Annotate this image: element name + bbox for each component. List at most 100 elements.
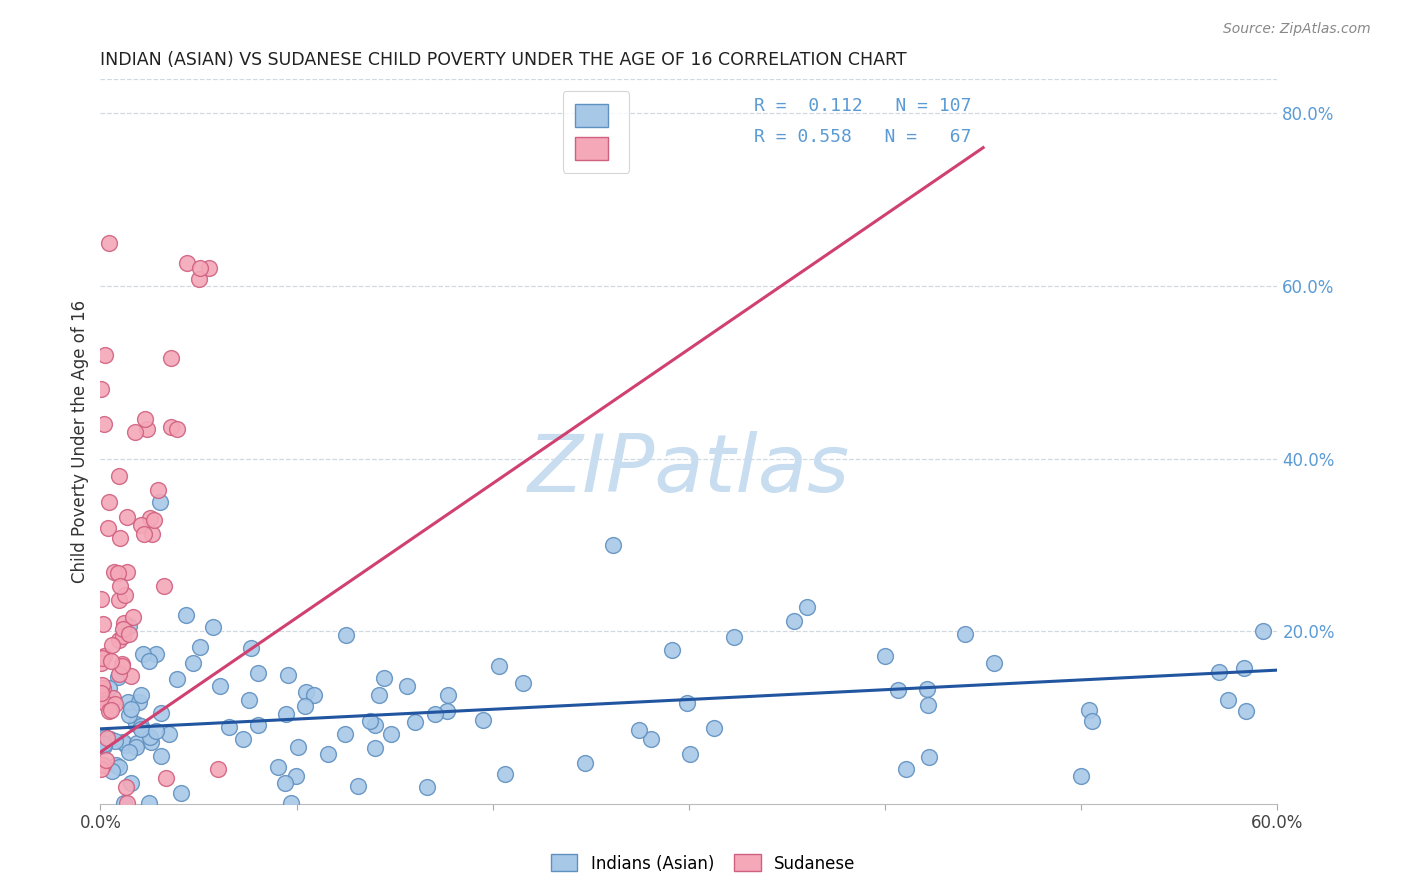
- Point: [122, 609, 145, 624]
- Point: [91, 651, 114, 665]
- Point: [128, 694, 150, 708]
- Point: [1218, 692, 1240, 706]
- Point: [380, 727, 402, 741]
- Point: [129, 719, 152, 733]
- Point: [108, 532, 131, 546]
- Point: [107, 566, 129, 581]
- Point: [423, 706, 446, 721]
- Point: [125, 740, 148, 755]
- Point: [875, 649, 897, 664]
- Point: [93, 739, 115, 753]
- Point: [294, 699, 316, 714]
- Point: [201, 620, 224, 634]
- Point: [93, 417, 115, 431]
- Point: [93, 730, 115, 744]
- Point: [100, 698, 122, 712]
- Point: [139, 735, 162, 749]
- Point: [983, 656, 1005, 670]
- Point: [118, 627, 141, 641]
- Point: [107, 670, 129, 684]
- Point: [145, 648, 167, 662]
- Point: [166, 672, 188, 686]
- Point: [120, 776, 142, 790]
- Point: [359, 714, 381, 728]
- Point: [117, 510, 139, 524]
- Point: [1233, 661, 1256, 675]
- Point: [115, 565, 138, 579]
- Point: [918, 749, 941, 764]
- Point: [108, 760, 131, 774]
- Point: [1234, 704, 1257, 718]
- Point: [90, 686, 112, 700]
- Point: [364, 741, 387, 756]
- Point: [111, 658, 134, 673]
- Point: [141, 527, 163, 541]
- Point: [1077, 703, 1099, 717]
- Point: [93, 616, 115, 631]
- Point: [368, 688, 391, 702]
- Point: [783, 614, 806, 628]
- Point: [93, 649, 115, 664]
- Point: [155, 771, 177, 785]
- Point: [232, 732, 254, 747]
- Point: [98, 495, 121, 509]
- Point: [118, 619, 141, 633]
- Point: [276, 707, 298, 722]
- Point: [114, 780, 136, 794]
- Point: [436, 704, 458, 718]
- Point: [93, 737, 115, 751]
- Legend: , : ,: [562, 91, 630, 173]
- Point: [149, 494, 172, 508]
- Point: [112, 629, 135, 643]
- Point: [396, 679, 419, 693]
- Point: [93, 691, 115, 706]
- Point: [134, 412, 156, 426]
- Point: [280, 796, 302, 810]
- Point: [111, 657, 134, 671]
- Point: [90, 762, 112, 776]
- Point: [136, 422, 159, 436]
- Point: [1070, 769, 1092, 783]
- Point: [181, 656, 204, 670]
- Point: [166, 422, 188, 436]
- Point: [404, 714, 426, 729]
- Point: [90, 383, 112, 397]
- Point: [125, 736, 148, 750]
- Point: [149, 748, 172, 763]
- Point: [416, 780, 439, 795]
- Point: [285, 769, 308, 783]
- Point: [188, 260, 211, 275]
- Point: [112, 616, 135, 631]
- Text: R = 0.558   N =   67: R = 0.558 N = 67: [754, 128, 972, 145]
- Text: Source: ZipAtlas.com: Source: ZipAtlas.com: [1223, 22, 1371, 37]
- Point: [1251, 624, 1274, 638]
- Point: [91, 757, 114, 772]
- Point: [373, 671, 395, 685]
- Point: [138, 654, 160, 668]
- Point: [112, 622, 135, 636]
- Text: R =  0.112   N = 107: R = 0.112 N = 107: [754, 97, 972, 115]
- Point: [302, 688, 325, 702]
- Point: [316, 747, 339, 762]
- Text: ZIPatlas: ZIPatlas: [527, 432, 851, 509]
- Point: [953, 627, 976, 641]
- Point: [107, 593, 129, 607]
- Point: [887, 682, 910, 697]
- Point: [129, 688, 152, 702]
- Point: [602, 538, 624, 552]
- Point: [132, 527, 155, 541]
- Point: [129, 518, 152, 533]
- Legend: Indians (Asian), Sudanese: Indians (Asian), Sudanese: [544, 847, 862, 880]
- Point: [91, 681, 114, 695]
- Point: [107, 633, 129, 648]
- Point: [287, 740, 309, 755]
- Point: [103, 565, 125, 579]
- Point: [120, 702, 142, 716]
- Point: [90, 678, 112, 692]
- Point: [90, 657, 112, 671]
- Point: [333, 726, 356, 740]
- Point: [98, 681, 121, 695]
- Point: [124, 716, 146, 731]
- Point: [139, 511, 162, 525]
- Point: [176, 256, 198, 270]
